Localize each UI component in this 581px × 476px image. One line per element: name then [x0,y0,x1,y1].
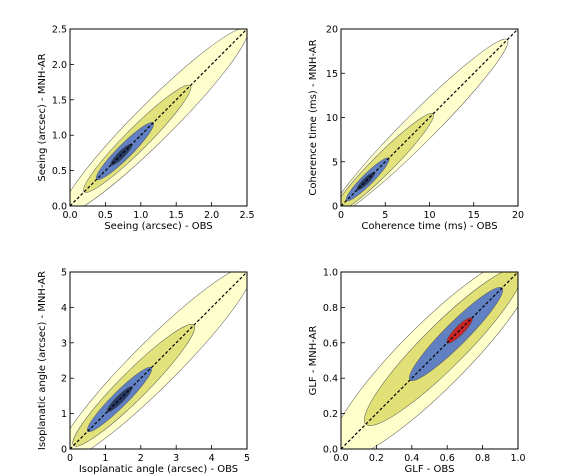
y-tick-label: 0.0 [323,445,338,456]
y-tick-label: 4 [61,303,67,314]
y-tick-label: 3 [61,338,67,349]
y-tick-label: 1.5 [52,95,67,106]
x-tick-label: 0.5 [98,210,113,221]
x-tick-label: 1.0 [133,210,148,221]
plot-frame [340,271,519,450]
y-axis-label: Coherence time (ms) - MNH-AR [308,39,319,195]
x-tick-label: 1 [102,453,108,464]
density-contours [341,272,518,449]
y-tick-label: 0.0 [52,202,67,213]
y-tick-label: 2.5 [52,25,67,36]
x-tick-label: 0.0 [333,453,348,464]
x-tick-label: 4 [209,453,215,464]
y-tick-label: 1 [61,409,67,420]
x-tick-label: 15 [468,210,480,221]
y-tick-label: 0.4 [323,374,338,385]
y-axis-label: Seeing (arcsec) - MNH-AR [37,53,48,181]
density-contours [70,29,247,206]
x-tick-label: 2 [138,453,144,464]
x-axis-label: Coherence time (ms) - OBS [361,221,497,232]
x-axis-label: Seeing (arcsec) - OBS [104,221,212,232]
x-tick-label: 0.8 [475,453,490,464]
y-tick-label: 5 [61,268,67,279]
x-axis-label: GLF - OBS [405,464,455,475]
y-tick-label: 0 [332,202,338,213]
x-tick-label: 2.5 [239,210,254,221]
y-tick-label: 1.0 [323,268,338,279]
plot-frame [69,271,248,450]
one-to-one-line [70,29,247,206]
y-tick-label: 0 [61,445,67,456]
y-tick-label: 2 [61,374,67,385]
x-axis-label: Isoplanatic angle (arcsec) - OBS [79,464,238,475]
x-tick-label: 20 [512,210,524,221]
panel-2: 0 5 10 15 20 0 5 10 15 20 Coherence time (ms) - OB… [308,25,524,233]
y-tick-label: 0.5 [52,166,67,177]
y-tick-label: 0.8 [323,303,338,314]
panel-4: 0.0 0.2 0.4 0.6 0.8 1.0 0.0 0.2 0.4 0.6 0.8 1.0 GLF … [308,268,526,476]
y-tick-label: 20 [326,25,338,36]
x-tick-label: 1.0 [510,453,525,464]
one-to-one-line [341,272,518,449]
panel-3: 0 1 2 3 4 5 0 1 2 3 4 5 Isoplanatic angle (arcsec) -… [37,268,250,476]
one-to-one-line [70,272,247,449]
y-tick-label: 0.6 [323,338,338,349]
y-tick-label: 5 [332,157,338,168]
one-to-one-line [341,29,518,206]
x-tick-label: 5 [382,210,388,221]
x-tick-label: 1.5 [169,210,184,221]
x-tick-label: 0.6 [440,453,455,464]
y-tick-label: 2.0 [52,60,67,71]
density-contours [70,272,247,449]
x-tick-label: 0.4 [404,453,419,464]
x-tick-label: 0 [67,453,73,464]
y-tick-label: 0.2 [323,409,338,420]
x-tick-label: 0.2 [369,453,384,464]
y-tick-label: 15 [326,69,338,80]
x-tick-label: 3 [173,453,179,464]
y-tick-label: 10 [326,113,338,124]
panel-1: 0.0 0.5 1.0 1.5 2.0 2.5 0.0 0.5 1.0 1.5 2.0 2.5 Seei… [37,25,255,233]
density-contours [341,29,518,206]
x-tick-label: 0.0 [62,210,77,221]
x-tick-label: 10 [423,210,435,221]
y-tick-label: 1.0 [52,131,67,142]
y-axis-label: Isoplanatic angle (arcsec) - MNH-AR [37,271,48,450]
x-tick-label: 5 [244,453,250,464]
x-tick-label: 2.0 [204,210,219,221]
plot-frame [69,28,248,207]
y-axis-label: GLF - MNH-AR [308,326,319,396]
x-tick-label: 0 [338,210,344,221]
